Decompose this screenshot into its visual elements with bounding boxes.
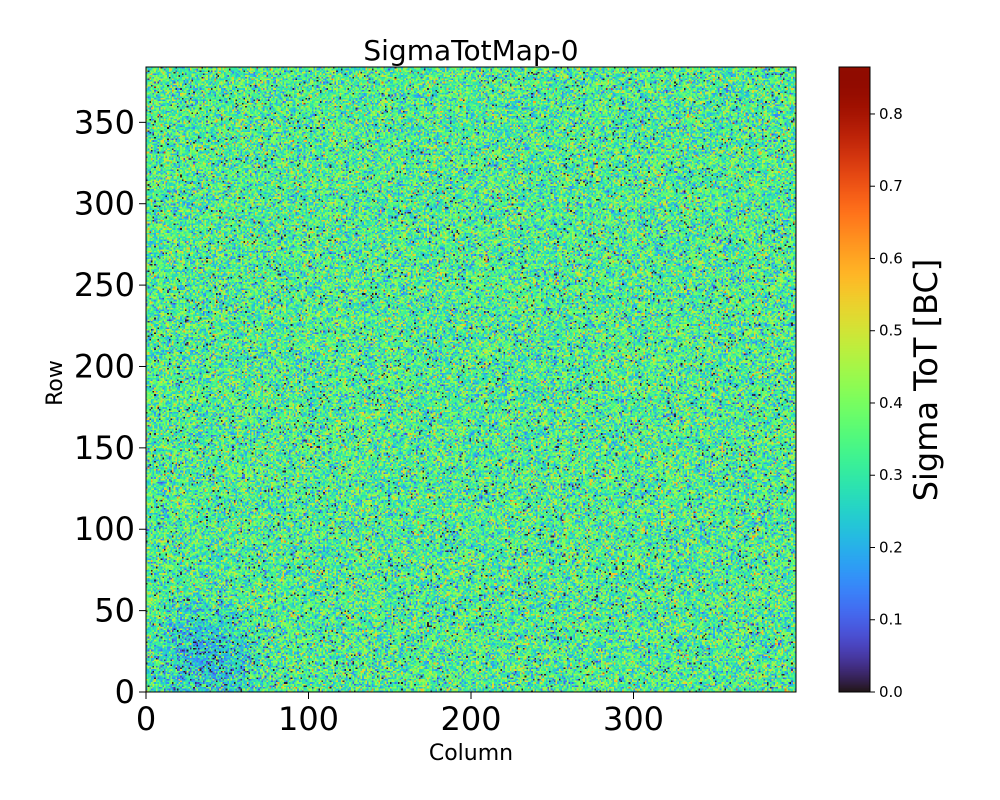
y-tick-label: 50 bbox=[94, 592, 135, 630]
plot-frame bbox=[145, 66, 797, 693]
x-tick-label: 0 bbox=[136, 700, 156, 738]
colorbar-tick-label: 0.3 bbox=[879, 466, 903, 484]
y-axis-label: Row bbox=[43, 360, 68, 406]
colorbar-frame bbox=[838, 66, 871, 693]
colorbar-ticks: 0.0 0.1 0.2 0.3 0.4 0.5 0.6 0.7 0.8 bbox=[870, 105, 903, 701]
colorbar-tick-label: 0.7 bbox=[879, 177, 903, 195]
y-tick-label: 100 bbox=[74, 510, 135, 548]
x-axis-label: Column bbox=[429, 741, 513, 766]
x-tick-label: 200 bbox=[440, 700, 501, 738]
y-tick-label: 350 bbox=[74, 103, 135, 141]
colorbar-tick-label: 0.0 bbox=[879, 683, 903, 701]
colorbar-tick-label: 0.6 bbox=[879, 249, 903, 267]
x-axis-ticks: 0 100 200 300 bbox=[136, 692, 664, 738]
colorbar-tick-label: 0.4 bbox=[879, 394, 903, 412]
y-tick-label: 250 bbox=[74, 266, 135, 304]
colorbar-tick-label: 0.8 bbox=[879, 105, 903, 123]
chart-title: SigmaTotMap-0 bbox=[363, 34, 578, 67]
y-tick-label: 300 bbox=[74, 185, 135, 223]
y-axis-ticks: 0 50 100 150 200 250 300 350 bbox=[74, 103, 146, 711]
heatmap-image bbox=[146, 67, 796, 692]
x-tick-label: 300 bbox=[603, 700, 664, 738]
x-tick-label: 100 bbox=[278, 700, 339, 738]
colorbar-label: Sigma ToT [BC] bbox=[907, 259, 945, 502]
colorbar-gradient bbox=[839, 67, 870, 692]
colorbar-tick-label: 0.5 bbox=[879, 322, 903, 340]
y-tick-label: 0 bbox=[115, 673, 135, 711]
y-tick-label: 150 bbox=[74, 429, 135, 467]
colorbar-tick-label: 0.1 bbox=[879, 611, 903, 629]
y-tick-label: 200 bbox=[74, 347, 135, 385]
colorbar-tick-label: 0.2 bbox=[879, 538, 903, 556]
